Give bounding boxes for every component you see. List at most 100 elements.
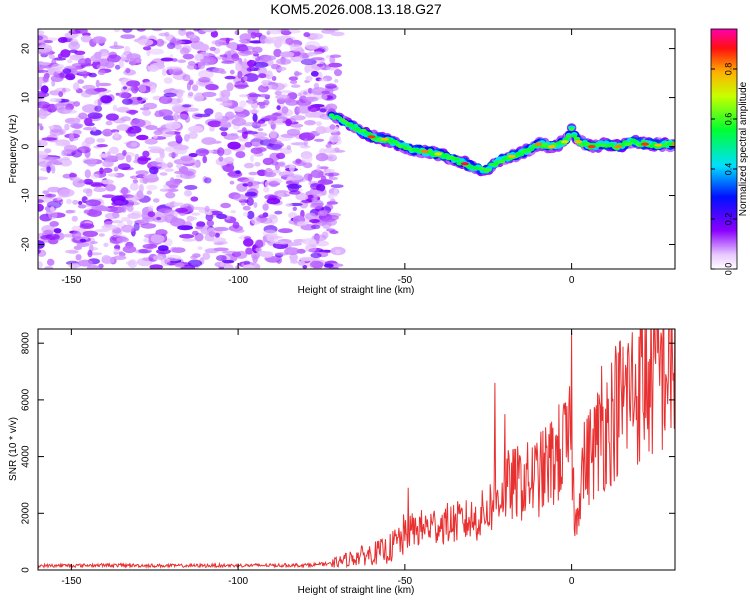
noise-blob <box>47 258 54 265</box>
noise-blob <box>226 82 234 92</box>
noise-blob <box>246 93 261 98</box>
noise-blob <box>121 204 127 213</box>
ridge-cell <box>350 124 356 128</box>
noise-blob <box>333 188 339 197</box>
noise-blob <box>158 95 173 105</box>
noise-blob <box>102 128 113 137</box>
noise-blob <box>120 217 131 222</box>
noise-blob <box>145 125 158 131</box>
noise-blob <box>202 155 207 164</box>
ridge-peak <box>547 145 556 149</box>
noise-blob <box>310 70 319 77</box>
noise-blob <box>292 206 297 211</box>
noise-blob <box>71 230 82 240</box>
noise-speckle <box>38 29 346 269</box>
noise-blob <box>209 210 223 216</box>
noise-blob <box>188 34 197 39</box>
noise-blob <box>175 207 188 213</box>
noise-blob <box>157 109 173 117</box>
noise-blob <box>202 252 211 260</box>
noise-blob <box>278 161 286 168</box>
noise-blob <box>122 150 127 156</box>
noise-blob <box>198 69 214 79</box>
noise-blob <box>328 192 335 200</box>
colorbar-tick-label: 0.0 <box>723 263 733 276</box>
noise-blob <box>93 87 108 92</box>
noise-blob <box>146 184 158 191</box>
snr-xtick-label: -150 <box>61 576 81 587</box>
noise-blob <box>253 61 269 68</box>
noise-blob <box>297 104 311 114</box>
noise-blob <box>130 142 138 147</box>
noise-blob <box>150 234 165 244</box>
noise-blob <box>137 155 149 165</box>
noise-blob <box>169 68 174 74</box>
noise-blob <box>51 63 65 70</box>
noise-blob <box>87 249 93 258</box>
noise-blob <box>72 129 82 135</box>
noise-blob <box>165 191 176 199</box>
noise-blob <box>142 46 152 51</box>
noise-blob <box>280 29 290 34</box>
noise-blob <box>155 38 165 47</box>
noise-blob <box>187 91 194 97</box>
noise-blob <box>51 165 56 174</box>
noise-blob <box>297 92 302 97</box>
noise-blob <box>153 135 158 139</box>
noise-blob <box>86 208 102 217</box>
noise-blob <box>153 130 163 136</box>
noise-blob <box>243 162 255 169</box>
noise-blob <box>82 230 99 237</box>
noise-blob <box>151 29 163 32</box>
noise-blob <box>80 35 92 43</box>
noise-blob <box>88 72 97 78</box>
noise-blob <box>276 58 292 65</box>
spectrogram-xlabel: Height of straight line (km) <box>298 285 415 296</box>
noise-blob <box>42 238 51 243</box>
noise-blob <box>326 168 335 174</box>
noise-blob <box>290 176 307 183</box>
noise-blob <box>278 228 293 234</box>
noise-blob <box>325 83 337 89</box>
noise-blob <box>250 147 263 154</box>
noise-blob <box>193 29 200 32</box>
noise-blob <box>184 190 192 197</box>
noise-blob <box>263 186 270 193</box>
noise-blob <box>328 62 343 68</box>
ridge-cell <box>568 127 575 131</box>
snr-ytick-label: 6000 <box>21 388 32 411</box>
noise-blob <box>89 241 98 245</box>
noise-blob <box>38 69 49 73</box>
noise-blob <box>38 161 52 168</box>
ridge-cell <box>365 131 372 136</box>
noise-blob <box>179 47 190 55</box>
noise-blob <box>155 110 160 118</box>
noise-blob <box>142 109 152 116</box>
ridge-peak <box>671 142 675 146</box>
noise-blob <box>136 29 146 32</box>
noise-blob <box>60 49 71 58</box>
noise-blob <box>56 196 62 201</box>
noise-blob <box>285 203 293 207</box>
noise-blob <box>149 264 163 269</box>
noise-blob <box>156 216 162 221</box>
noise-blob <box>79 223 95 230</box>
noise-blob <box>329 124 336 130</box>
colorbar-tick-label: 0.8 <box>723 63 733 76</box>
noise-blob <box>149 84 157 94</box>
noise-blob <box>142 243 158 249</box>
ridge-cell <box>328 113 335 117</box>
noise-blob <box>233 113 246 119</box>
noise-blob <box>288 76 299 81</box>
colorbar-tick-label: 0.4 <box>723 163 733 176</box>
noise-blob <box>208 231 216 238</box>
noise-blob <box>224 111 235 120</box>
noise-blob <box>264 181 270 187</box>
noise-blob <box>180 170 193 175</box>
noise-blob <box>305 41 320 50</box>
noise-blob <box>94 229 110 233</box>
noise-blob <box>192 84 199 92</box>
ridge-cell <box>584 142 591 146</box>
noise-blob <box>254 239 264 249</box>
noise-blob <box>307 104 319 113</box>
